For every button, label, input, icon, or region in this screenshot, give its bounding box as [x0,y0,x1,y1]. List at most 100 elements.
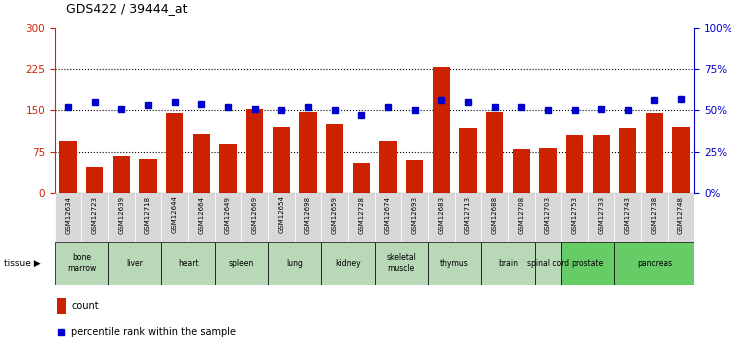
Bar [673,127,690,193]
Text: heart: heart [178,258,198,268]
Text: thymus: thymus [440,258,469,268]
Bar [322,193,348,242]
Bar [668,193,694,242]
Text: count: count [71,301,99,311]
Bar [401,193,428,242]
Bar [433,67,450,193]
Bar [295,193,322,242]
Bar [352,163,370,193]
Text: GSM12649: GSM12649 [225,196,231,234]
Text: skeletal
muscle: skeletal muscle [387,253,416,273]
Bar [108,193,135,242]
Text: bone
marrow: bone marrow [67,253,96,273]
Bar [561,241,615,285]
Text: pancreas: pancreas [637,258,672,268]
Bar [508,193,534,242]
Text: GSM12693: GSM12693 [412,196,417,234]
Text: GSM12698: GSM12698 [305,196,311,234]
Bar [322,241,374,285]
Bar [534,241,561,285]
Bar [512,149,530,193]
Text: GSM12718: GSM12718 [145,196,151,234]
Bar [481,193,508,242]
Text: GSM12713: GSM12713 [465,196,471,234]
Bar [273,127,290,193]
Bar [566,135,583,193]
Bar [379,141,397,193]
Bar [113,156,130,193]
Bar [86,167,104,193]
Text: prostate: prostate [572,258,604,268]
Bar [645,113,663,193]
Bar [300,111,317,193]
Bar [135,193,162,242]
Text: GSM12669: GSM12669 [251,196,258,234]
Text: spleen: spleen [229,258,254,268]
Text: GSM12634: GSM12634 [65,196,71,234]
Text: GSM12644: GSM12644 [172,196,178,234]
Text: GSM12733: GSM12733 [598,196,604,234]
Text: GSM12659: GSM12659 [332,196,338,234]
Bar [246,109,263,193]
Text: GSM12753: GSM12753 [572,196,577,234]
Bar [268,241,322,285]
Bar [326,124,344,193]
Text: GSM12743: GSM12743 [625,196,631,234]
Bar [55,241,108,285]
Text: liver: liver [126,258,143,268]
Bar [455,193,481,242]
Bar [166,113,183,193]
Bar [219,144,237,193]
Text: GSM12708: GSM12708 [518,196,524,234]
Bar [615,241,694,285]
Bar [215,193,241,242]
Text: GSM12703: GSM12703 [545,196,551,234]
Bar [162,241,215,285]
Text: spinal cord: spinal cord [527,258,569,268]
Bar [268,193,295,242]
Text: GSM12723: GSM12723 [92,196,98,234]
Bar [588,193,615,242]
Bar [406,160,423,193]
Text: percentile rank within the sample: percentile rank within the sample [71,327,236,337]
Text: GSM12664: GSM12664 [198,196,205,234]
Bar [193,134,210,193]
Text: GSM12683: GSM12683 [439,196,444,234]
Text: GSM12748: GSM12748 [678,196,684,234]
Bar [561,193,588,242]
Bar [57,298,66,314]
Bar [59,141,77,193]
Text: kidney: kidney [336,258,361,268]
Text: GSM12674: GSM12674 [385,196,391,234]
Bar [162,193,188,242]
Bar [593,135,610,193]
Bar [348,193,374,242]
Bar [428,193,455,242]
Text: GSM12688: GSM12688 [491,196,498,234]
Bar [481,241,534,285]
Text: GSM12738: GSM12738 [651,196,657,234]
Bar [615,193,641,242]
Bar [374,193,401,242]
Text: GSM12654: GSM12654 [279,196,284,234]
Text: brain: brain [498,258,518,268]
Bar [459,128,477,193]
Text: GDS422 / 39444_at: GDS422 / 39444_at [66,2,187,15]
Bar [534,193,561,242]
Bar [486,111,503,193]
Bar [619,128,637,193]
Bar [81,193,108,242]
Bar [140,159,156,193]
Bar [188,193,215,242]
Bar [428,241,481,285]
Bar [241,193,268,242]
Bar [215,241,268,285]
Bar [374,241,428,285]
Bar [539,148,556,193]
Bar [641,193,668,242]
Bar [55,193,81,242]
Bar [108,241,162,285]
Text: tissue ▶: tissue ▶ [4,259,40,268]
Text: lung: lung [287,258,303,268]
Text: GSM12639: GSM12639 [118,196,124,234]
